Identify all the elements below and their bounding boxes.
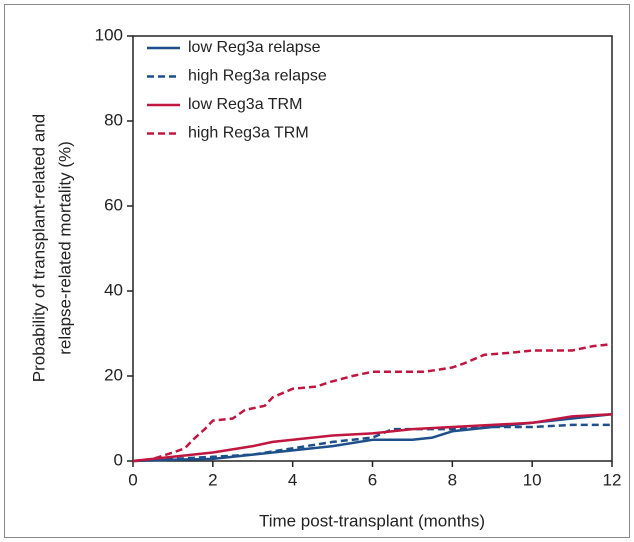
y-tick-label: 40 — [104, 280, 123, 299]
frame — [4, 4, 630, 538]
legend: low Reg3a relapse high Reg3a relapse low R… — [147, 39, 327, 142]
legend-label: high Reg3a TRM — [188, 125, 309, 142]
x-tick-label: 10 — [523, 470, 542, 489]
x-tick-label: 2 — [208, 470, 217, 489]
x-tick-label: 8 — [448, 470, 457, 489]
y-tick-label: 80 — [104, 110, 123, 129]
y-tick-label: 20 — [104, 365, 123, 384]
legend-label: low Reg3a relapse — [188, 39, 321, 56]
x-tick-label: 0 — [128, 470, 137, 489]
x-tick-label: 6 — [368, 470, 377, 489]
y-tick-label: 60 — [104, 195, 123, 214]
legend-label: high Reg3a relapse — [188, 68, 327, 85]
y-tick-label: 0 — [114, 450, 123, 469]
y-axis-label-line: relapse-related mortality (%) — [55, 141, 74, 355]
legend-label: low Reg3a TRM — [188, 96, 302, 113]
y-axis-label-line: Probability of transplant-related and — [29, 114, 48, 382]
series-line — [132, 342, 613, 463]
y-tick-label: 100 — [95, 25, 123, 44]
x-tick-label: 4 — [288, 470, 297, 489]
x-tick-label: 12 — [603, 470, 622, 489]
y-axis-label: Probability of transplant-related and re… — [29, 114, 74, 382]
series-line — [132, 413, 613, 463]
x-axis-label: Time post-transplant (months) — [259, 511, 485, 530]
